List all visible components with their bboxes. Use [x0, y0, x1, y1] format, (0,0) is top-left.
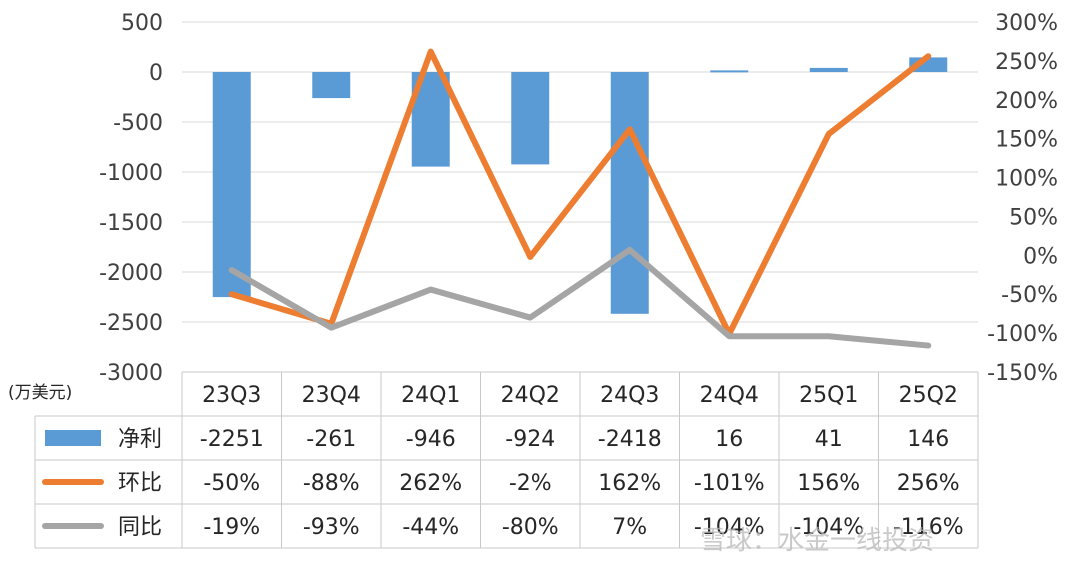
- table-cell: -104%: [793, 515, 864, 540]
- table-cell: -80%: [502, 515, 559, 540]
- category-label: 24Q4: [700, 383, 759, 408]
- left-axis-tick-label: -500: [113, 111, 163, 136]
- table-cell: -261: [306, 427, 356, 452]
- table-cell: -2251: [200, 427, 264, 452]
- table-cell: -946: [406, 427, 456, 452]
- right-axis-tick-label: 100%: [995, 167, 1058, 192]
- bar-24Q2: [511, 72, 550, 165]
- bar-24Q4: [710, 70, 749, 73]
- left-axis-tick-label: -1000: [99, 161, 163, 186]
- left-axis-ticks: 500 0 -500 -1000 -1500 -2000 -2500 -3000: [99, 11, 163, 386]
- table-cell: 156%: [797, 471, 860, 496]
- line-series: [228, 48, 932, 349]
- right-axis-tick-label: 250%: [995, 50, 1058, 75]
- table-cell: 7%: [612, 515, 647, 540]
- left-axis-tick-label: 500: [121, 11, 163, 36]
- table-cell: -116%: [893, 515, 964, 540]
- bar-23Q4: [312, 72, 351, 99]
- table-cell: -2418: [598, 427, 662, 452]
- legend-key-净利: [45, 430, 101, 446]
- bar-series: [212, 57, 948, 314]
- legend-label: 环比: [118, 471, 162, 496]
- line-同比: [228, 246, 932, 349]
- left-axis-tick-label: -1500: [99, 211, 163, 236]
- legend-label: 同比: [118, 515, 162, 540]
- table-cell: -104%: [694, 515, 765, 540]
- legend-label: 净利: [118, 427, 162, 452]
- table-cell: -924: [505, 427, 555, 452]
- table-cell: 162%: [598, 471, 661, 496]
- right-axis-tick-label: -50%: [1001, 283, 1058, 308]
- left-axis-unit: (万美元): [8, 383, 72, 403]
- table-cell: 16: [715, 427, 743, 452]
- right-axis-tick-label: 0%: [1023, 244, 1058, 269]
- line-环比: [228, 48, 932, 337]
- table-cell: 41: [815, 427, 843, 452]
- category-label: 23Q4: [302, 383, 361, 408]
- right-axis-ticks: 300% 250% 200% 150% 100% 50% 0% -50% -100% -150%: [987, 11, 1058, 386]
- table-cell: 256%: [897, 471, 960, 496]
- right-axis-tick-label: 200%: [995, 89, 1058, 114]
- category-label: 24Q1: [401, 383, 460, 408]
- left-axis-tick-label: -2500: [99, 311, 163, 336]
- watermark: 雪球：水金一线投资: [700, 526, 935, 556]
- category-label: 23Q3: [202, 383, 261, 408]
- right-axis-tick-label: 150%: [995, 128, 1058, 153]
- table-cell: 146: [907, 427, 949, 452]
- bar-25Q1: [809, 67, 848, 72]
- data-table: 23Q3 23Q4 24Q1 24Q2 24Q3 24Q4 25Q1 25Q2 净利 -2251 -…: [34, 371, 979, 549]
- table-cell: -93%: [303, 515, 360, 540]
- right-axis-tick-label: -150%: [987, 361, 1058, 386]
- gridlines: [182, 21, 978, 323]
- category-label: 24Q2: [501, 383, 560, 408]
- bar-24Q3: [610, 72, 649, 314]
- category-label: 25Q2: [899, 383, 958, 408]
- right-axis-tick-label: -100%: [987, 322, 1058, 347]
- table-cell: -44%: [402, 515, 459, 540]
- right-axis-tick-label: 50%: [1009, 205, 1058, 230]
- left-axis-tick-label: 0: [149, 61, 163, 86]
- left-axis-tick-label: -3000: [99, 361, 163, 386]
- bar-23Q3: [212, 72, 251, 298]
- category-label: 24Q3: [600, 383, 659, 408]
- table-cell: -101%: [694, 471, 765, 496]
- right-axis-tick-label: 300%: [995, 11, 1058, 36]
- table-cell: 262%: [399, 471, 462, 496]
- table-cell: -88%: [303, 471, 360, 496]
- table-cell: -19%: [203, 515, 260, 540]
- table-cell: -50%: [203, 471, 260, 496]
- left-axis-tick-label: -2000: [99, 261, 163, 286]
- category-label: 25Q1: [799, 383, 858, 408]
- table-cell: -2%: [509, 471, 552, 496]
